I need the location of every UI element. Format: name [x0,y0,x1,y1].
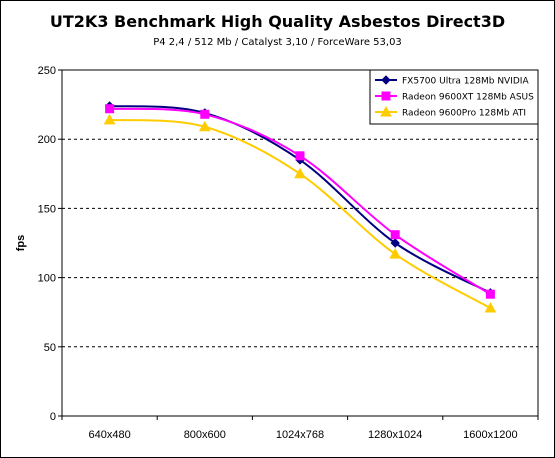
chart-subtitle: P4 2,4 / 512 Mb / Catalyst 3,10 / ForceW… [153,37,402,48]
axes [58,69,539,420]
data-point [103,113,116,125]
series-2 [103,113,497,313]
x-tick-label: 640x480 [88,429,130,441]
legend-box [369,69,539,125]
data-point [295,151,305,161]
y-tick-label: 250 [38,65,56,77]
y-tick-labels: 0 50 100 150 200 250 [38,65,56,423]
legend-label: Radeon 9600Pro 128Mb ATI [402,109,526,119]
legend: FX5700 Ultra 128Mb NVIDIA Radeon 9600XT 1… [369,69,539,125]
data-point [484,302,497,313]
x-tick-label: 1024x768 [276,429,324,441]
data-point [389,248,402,259]
y-tick-label: 100 [38,273,56,285]
data-point [390,238,400,248]
chart-title: UT2K3 Benchmark High Quality Asbestos Di… [49,12,506,31]
data-point [200,109,210,119]
y-tick-label: 50 [44,342,56,354]
y-tick-label: 0 [50,411,56,423]
legend-label: FX5700 Ultra 128Mb NVIDIA [402,77,529,87]
legend-marker [380,105,392,117]
data-point [485,289,495,299]
series-1 [105,104,495,299]
x-tick-labels: 640x480 800x600 1024x768 1280x1024 1600x1200 [88,429,517,441]
x-tick-label: 800x600 [184,429,226,441]
y-axis-title: fps [15,235,27,252]
legend-item: Radeon 9600XT 128Mb ASUS [375,91,534,103]
x-tick-label: 1280x1024 [368,429,422,441]
legend-marker [381,75,391,85]
data-point [105,104,115,114]
legend-item: Radeon 9600Pro 128Mb ATI [375,105,526,119]
data-point [294,167,306,179]
legend-label: Radeon 9600XT 128Mb ASUS [402,93,534,103]
plot-area [61,69,539,417]
data-point [198,120,211,132]
x-tick-label: 1600x1200 [463,429,517,441]
y-tick-label: 200 [38,134,56,146]
y-tick-label: 150 [38,203,56,215]
legend-item: FX5700 Ultra 128Mb NVIDIA [375,75,529,87]
data-point [390,230,400,240]
legend-marker [381,91,391,101]
series-lines [103,101,497,313]
